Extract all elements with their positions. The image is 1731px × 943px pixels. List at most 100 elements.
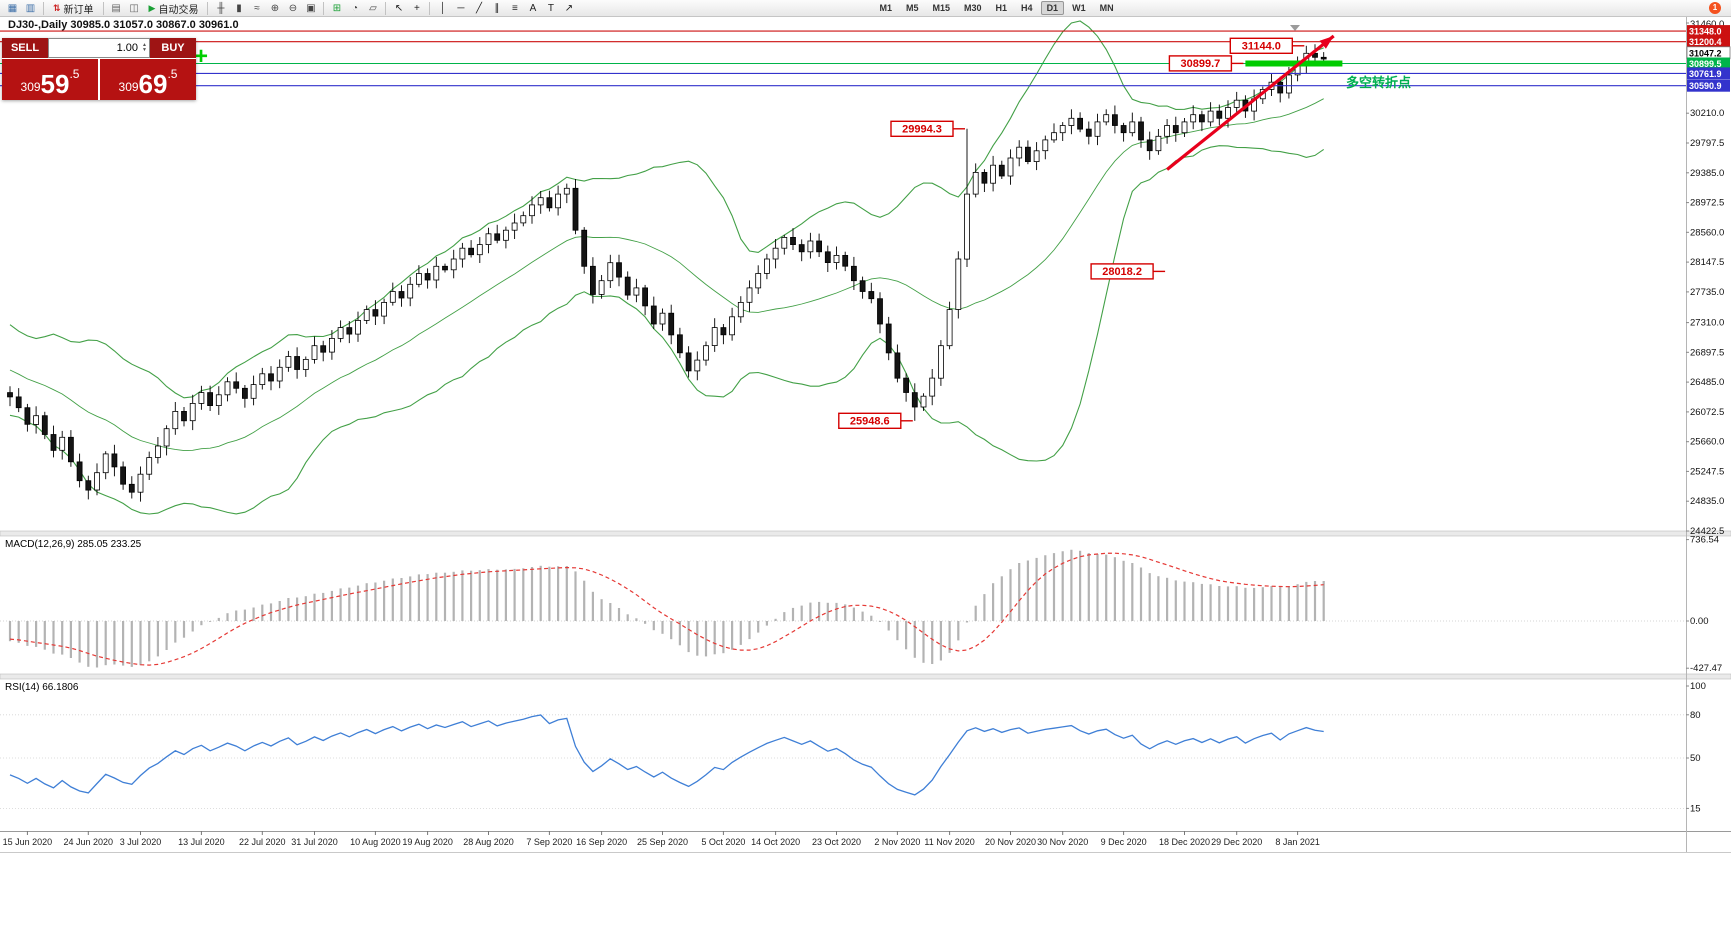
green-cross-marker: + — [194, 43, 209, 70]
price-marker-text: 30899.5 — [1689, 59, 1722, 69]
date-tick-label: 30 Nov 2020 — [1037, 837, 1088, 847]
timeframe-m5[interactable]: M5 — [905, 3, 919, 13]
macd-signal-line — [9, 552, 1324, 666]
price-tick-label: 30210.0 — [1690, 108, 1724, 119]
data-window-icon[interactable]: ◫ — [129, 2, 139, 14]
bar-chart-icon[interactable]: ╫ — [217, 2, 225, 14]
spinner-up-icon[interactable]: ▲ — [142, 42, 147, 48]
templates-icon[interactable]: ▱ — [369, 2, 377, 14]
chart-shift-marker[interactable] — [1290, 25, 1300, 31]
candlestick-chart-icon[interactable]: ▮ — [236, 2, 242, 14]
arrows-icon[interactable]: ↗ — [564, 2, 574, 14]
price-tick-label: 28560.0 — [1690, 227, 1724, 238]
date-tick-label: 15 Jun 2020 — [3, 837, 53, 847]
price-tick-label: 26072.5 — [1690, 407, 1724, 418]
date-tick-label: 13 Jul 2020 — [178, 837, 225, 847]
trend-arrow-line[interactable] — [1166, 34, 1335, 171]
vertical-line-icon[interactable]: │ — [439, 2, 447, 14]
buy-price[interactable]: 309 69.5 — [100, 59, 196, 100]
cursor-icon[interactable]: ↖ — [394, 2, 404, 14]
price-marker-text: 31200.4 — [1689, 37, 1722, 47]
zoom-out-icon[interactable]: ⊖ — [288, 2, 298, 14]
volume-stepper[interactable]: 1.00 ▲ ▼ — [48, 38, 150, 58]
rsi-tick-label: 15 — [1690, 803, 1701, 814]
timeframe-m15[interactable]: M15 — [932, 3, 951, 13]
sell-button[interactable]: SELL — [2, 38, 48, 58]
timeframe-m1[interactable]: M1 — [879, 3, 892, 13]
price-tick-label: 26485.0 — [1690, 377, 1724, 388]
market-watch-icon[interactable]: ▤ — [111, 2, 121, 14]
price-tick-label: 28147.5 — [1690, 257, 1724, 268]
chart-canvas[interactable]: 31144.0 30899.7 29994.3 28018.2 25948.6 31460… — [0, 0, 1731, 854]
candlestick-series — [7, 44, 1327, 502]
sell-price[interactable]: 309 59.5 — [2, 59, 98, 100]
one-click-trade-panel: SELL 1.00 ▲ ▼ BUY 309 59.5 309 69.5 — [2, 38, 196, 100]
pane-splitter-macd[interactable] — [0, 530, 1731, 537]
indicators-icon[interactable]: ⊞ — [332, 2, 342, 14]
price-annotation-text: 28018.2 — [1102, 266, 1142, 278]
timeframe-m30[interactable]: M30 — [964, 3, 982, 13]
new-order-button[interactable]: ⇅ 新订单 — [48, 1, 99, 16]
price-tick-label: 29797.5 — [1690, 138, 1724, 149]
date-tick-label: 25 Sep 2020 — [637, 837, 688, 847]
volume-spinner-arrows[interactable]: ▲ ▼ — [142, 43, 147, 53]
toolbar-separator — [323, 1, 325, 15]
zoom-in-icon[interactable]: ⊕ — [270, 2, 280, 14]
price-tick-label: 29385.0 — [1690, 168, 1724, 179]
timeframe-w1[interactable]: W1 — [1072, 3, 1086, 13]
date-tick-label: 23 Oct 2020 — [812, 837, 861, 847]
price-tick-label: 28972.5 — [1690, 198, 1724, 209]
price-annotation-text: 30899.7 — [1181, 58, 1221, 70]
text-icon[interactable]: A — [529, 2, 537, 14]
macd-tick-label: 0.00 — [1690, 616, 1709, 627]
autotrading-button-icon: ▶ — [148, 2, 156, 13]
line-chart-icon[interactable]: ≈ — [254, 2, 260, 14]
pane-splitter-rsi[interactable] — [0, 673, 1731, 680]
profiles-icon[interactable]: ▥ — [25, 2, 36, 14]
buy-button[interactable]: BUY — [150, 38, 196, 58]
horizontal-line-icon[interactable]: ─ — [457, 2, 465, 14]
trend-arrow-head — [1319, 35, 1334, 49]
date-tick-label: 22 Jul 2020 — [239, 837, 286, 847]
timeframe-group: M1 M5 M15 M30 H1 H4 D1 W1 MN — [873, 1, 1119, 15]
price-marker-tag — [1687, 79, 1730, 92]
price-marker-tag — [1687, 35, 1730, 48]
timeframe-h1[interactable]: H1 — [995, 3, 1008, 13]
main-toolbar: ▦ ▥ ⇅ 新订单 ▤ ◫ ▶ 自动交易 ╫ ▮ ≈ ⊕ ⊖ ▣ ⊞ ◔ ▱ ↖ + │ ─ ╱ ∥ ≡ A T ↗ M1 M5 M15 M… — [0, 0, 1731, 17]
label-icon[interactable]: T — [547, 2, 555, 14]
crosshair-icon[interactable]: + — [414, 2, 420, 14]
date-tick-label: 3 Jul 2020 — [120, 837, 162, 847]
price-tick-label: 26897.5 — [1690, 347, 1724, 358]
timeframe-mn[interactable]: MN — [1099, 3, 1114, 13]
price-annotation-text: 25948.6 — [850, 415, 890, 427]
bollinger-middle-band — [9, 98, 1324, 452]
date-tick-label: 18 Dec 2020 — [1159, 837, 1210, 847]
date-tick-label: 29 Dec 2020 — [1211, 837, 1262, 847]
date-tick-label: 20 Nov 2020 — [985, 837, 1036, 847]
periods-icon[interactable]: ◔ — [351, 2, 358, 14]
price-marker-text: 30590.9 — [1689, 81, 1722, 91]
price-tick-label: 24422.5 — [1690, 526, 1724, 537]
date-tick-label: 16 Sep 2020 — [576, 837, 627, 847]
new-chart-icon[interactable]: ▦ — [7, 2, 18, 14]
rsi-indicator-label: RSI(14) 66.1806 — [5, 682, 79, 693]
timeframe-h4[interactable]: H4 — [1021, 3, 1033, 13]
volume-value: 1.00 — [116, 42, 139, 54]
notification-badge[interactable]: 1 — [1709, 2, 1721, 14]
spinner-down-icon[interactable]: ▼ — [142, 47, 147, 53]
channel-icon[interactable]: ∥ — [494, 2, 500, 14]
toolbar-separator — [43, 1, 44, 15]
date-tick-label: 31 Jul 2020 — [291, 837, 338, 847]
price-annotation-text: 31144.0 — [1242, 40, 1281, 52]
trendline-icon[interactable]: ╱ — [475, 2, 482, 14]
price-tick-label: 24835.0 — [1690, 496, 1724, 507]
date-tick-label: 2 Nov 2020 — [874, 837, 920, 847]
timeframe-d1[interactable]: D1 — [1040, 1, 1065, 15]
date-tick-label: 19 Aug 2020 — [402, 837, 453, 847]
tile-windows-icon[interactable]: ▣ — [306, 2, 316, 14]
autotrading-button[interactable]: ▶ 自动交易 — [144, 1, 204, 16]
price-marker-text: 31348.0 — [1689, 27, 1722, 37]
price-tick-label: 27735.0 — [1690, 287, 1724, 298]
bollinger-upper-band — [9, 20, 1324, 399]
fibonacci-icon[interactable]: ≡ — [512, 2, 518, 14]
